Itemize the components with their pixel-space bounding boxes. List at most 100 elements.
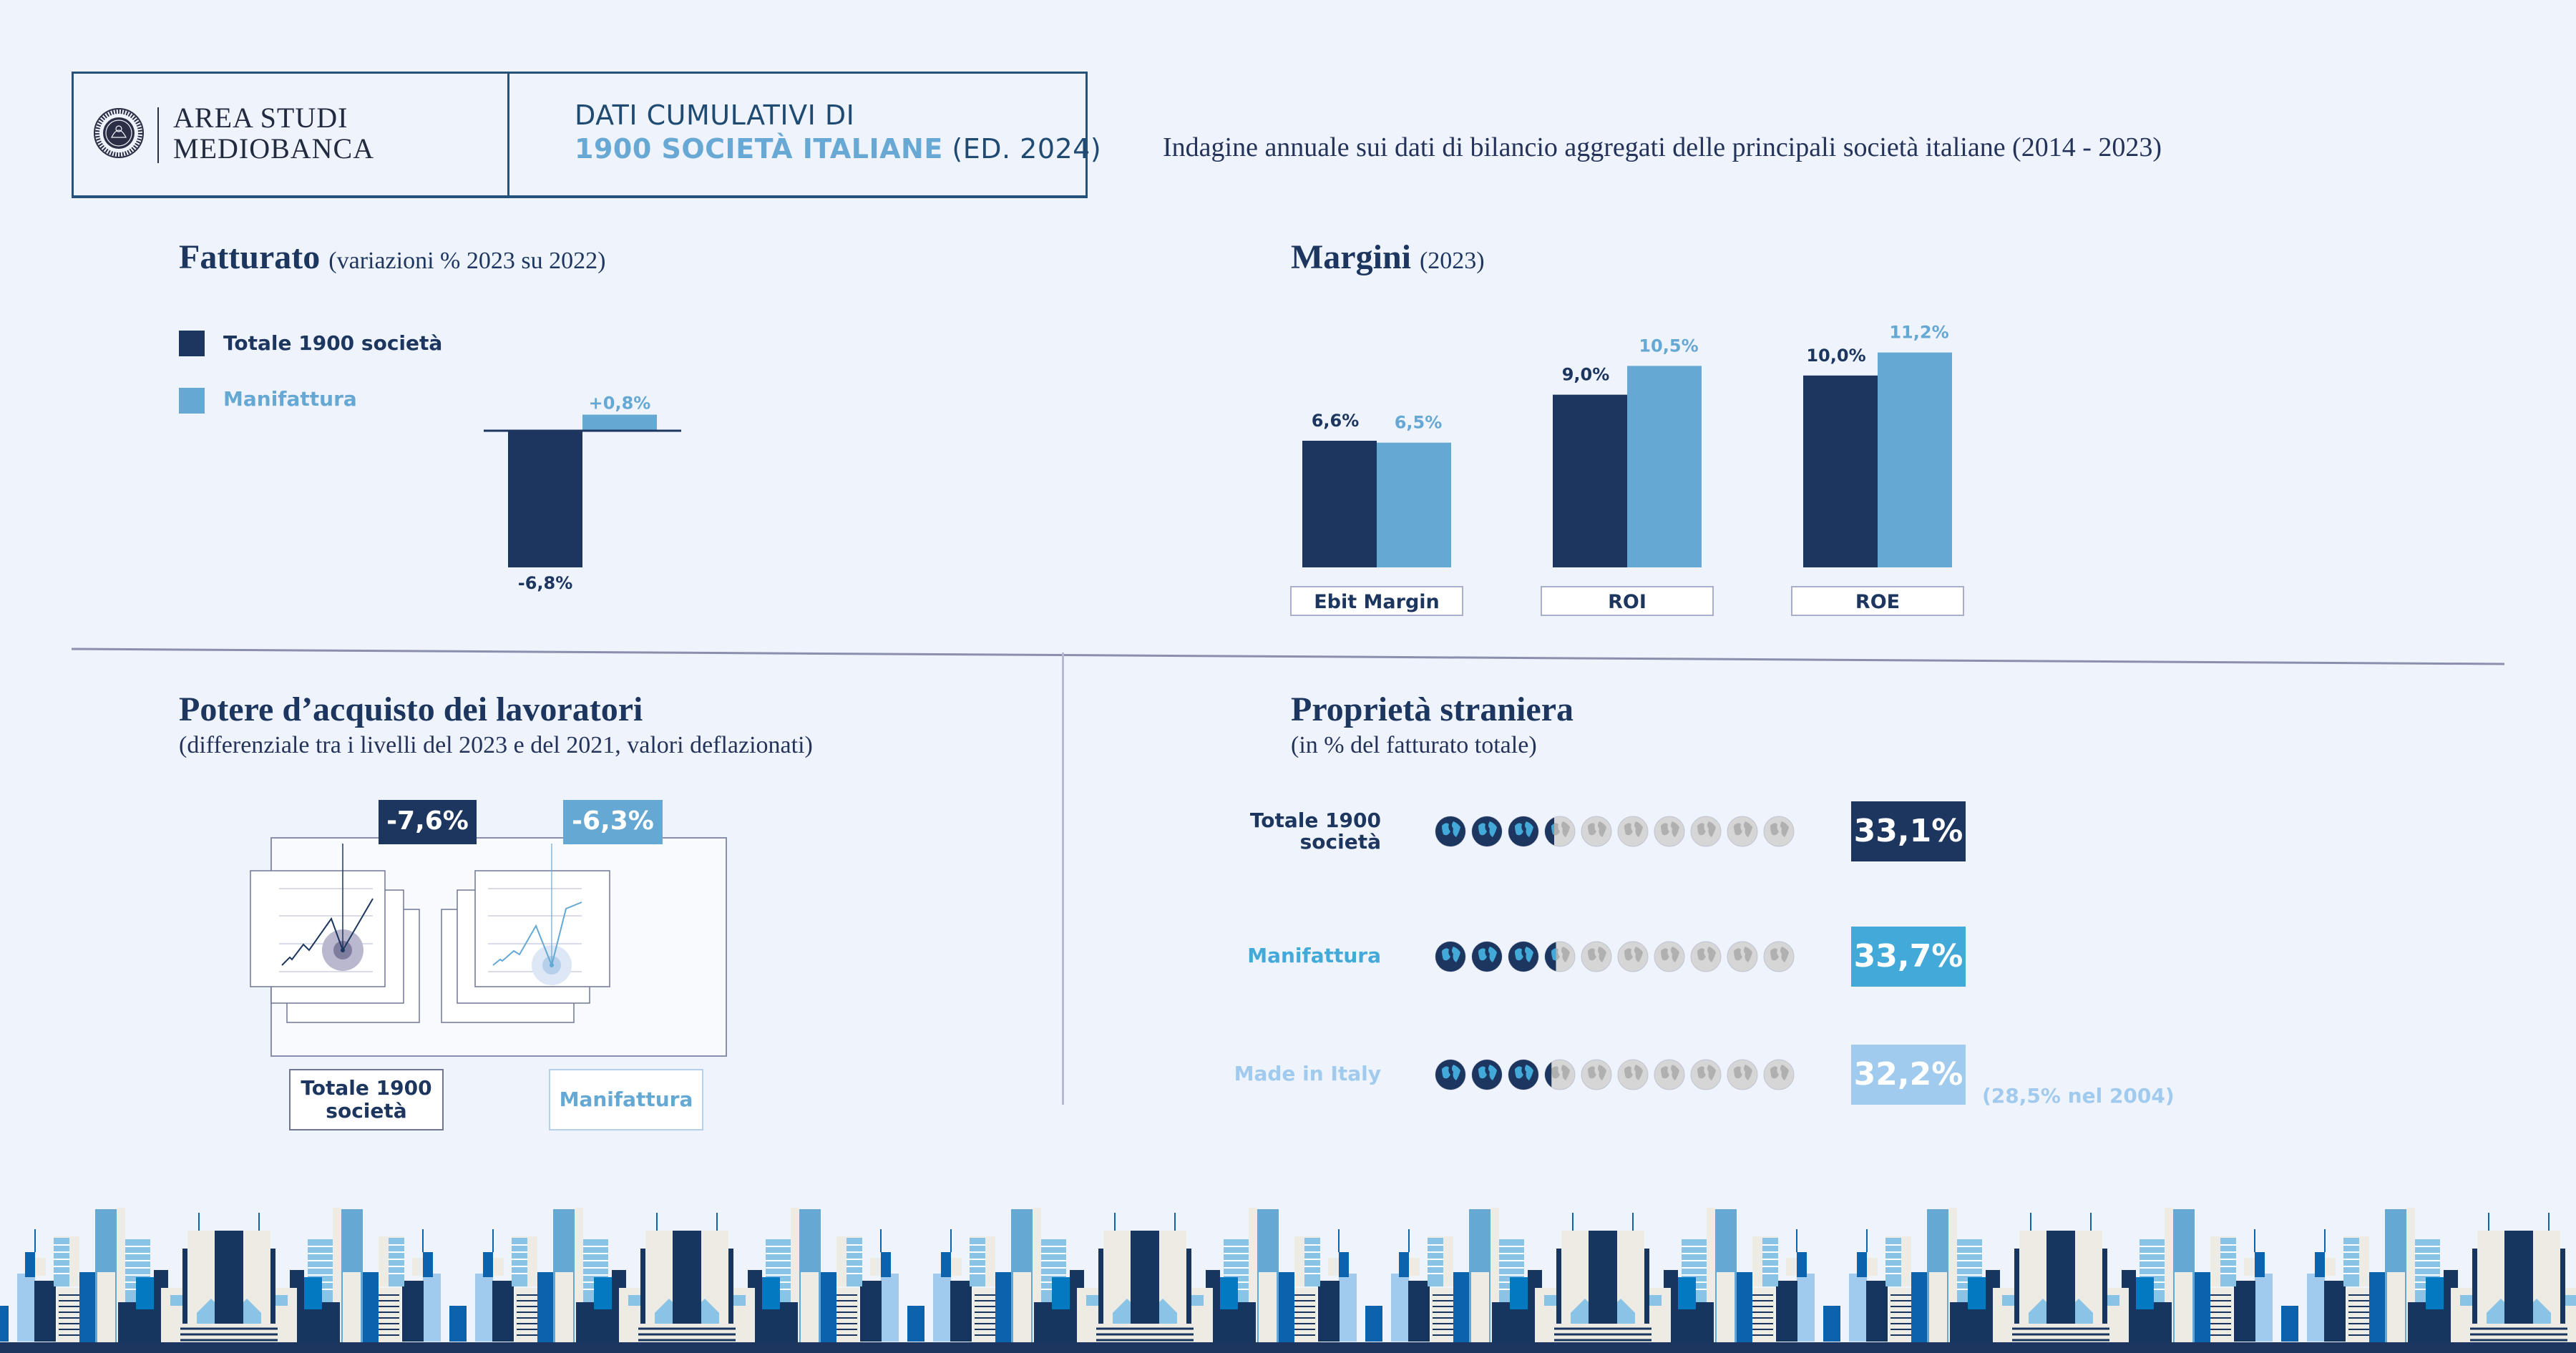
globe-icon xyxy=(1435,941,1466,972)
fatturato-title: Fatturato (variazioni % 2023 su 2022) xyxy=(179,238,605,281)
margini-title-text: Margini xyxy=(1291,238,1411,276)
margini-value-label: 10,0% xyxy=(1806,346,1865,366)
globe-icon xyxy=(1508,1059,1539,1090)
globe-icon xyxy=(1581,941,1612,972)
legend-label-totale: Totale 1900 società xyxy=(223,331,443,355)
margini-category-label: ROE xyxy=(1855,591,1900,613)
margini-chart: 6,6% 6,5% Ebit Margin 9,0% 10,5% ROI 10,0% 11,2… xyxy=(1290,323,1964,616)
margini-subtitle: (2023) xyxy=(1419,248,1485,274)
section-divider-horizontal xyxy=(71,648,2505,665)
margini-bar-roi-totale xyxy=(1553,394,1627,567)
globe-icon xyxy=(1690,816,1722,847)
header-title-line-2: 1900 SOCIETÀ ITALIANE (ED. 2024) xyxy=(575,133,1101,165)
header-box xyxy=(72,72,1088,198)
mediobanca-seal-icon xyxy=(94,108,144,158)
margini-category-box xyxy=(1290,586,1463,616)
fatturato-bar-totale xyxy=(508,431,582,567)
proprieta-row-label-line-2: società xyxy=(1299,830,1381,854)
proprieta-subtitle: (in % del fatturato totale) xyxy=(1291,732,1537,758)
globe-icon xyxy=(1654,816,1685,847)
potere-badge-totale: -7,6% xyxy=(379,800,477,844)
proprieta-value-box: 33,1% xyxy=(1851,801,1966,861)
logo-divider xyxy=(157,107,159,163)
legend-swatch-manifattura xyxy=(179,388,205,414)
margini-value-label: 11,2% xyxy=(1889,323,1948,343)
globe-icon xyxy=(1471,941,1503,972)
globe-icon xyxy=(1690,941,1722,972)
margini-bar-ebit-margin-manifattura xyxy=(1377,442,1451,567)
potere-title: Potere d’acquisto dei lavoratori xyxy=(179,690,643,728)
globe-icon xyxy=(1508,941,1539,972)
proprieta-value-box: 32,2% xyxy=(1851,1045,1966,1105)
globe-icon xyxy=(1471,1059,1503,1090)
globe-icon xyxy=(1763,1059,1795,1090)
potere-subtitle: (differenziale tra i livelli del 2023 e … xyxy=(179,732,813,758)
globe-icon xyxy=(1471,816,1503,847)
margini-bar-roi-manifattura xyxy=(1627,366,1702,567)
margini-category-box xyxy=(1791,586,1964,616)
report-subtitle: Indagine annuale sui dati di bilancio ag… xyxy=(1163,132,2162,162)
globe-icon xyxy=(1544,1059,1576,1090)
globe-rating xyxy=(1435,941,1795,972)
proprieta-row-label: Totale 1900 società xyxy=(1224,810,1381,853)
globe-icon xyxy=(1581,1059,1612,1090)
potere-illustration xyxy=(250,837,727,1057)
header-separator xyxy=(507,72,509,196)
globe-icon xyxy=(1544,941,1576,972)
margini-category-label: ROI xyxy=(1608,591,1646,613)
globe-icon xyxy=(1654,1059,1685,1090)
globe-icon xyxy=(1763,941,1795,972)
fatturato-title-text: Fatturato xyxy=(179,238,321,276)
fatturato-chart: -6,8% +0,8% xyxy=(484,394,681,593)
globe-icon xyxy=(1617,816,1649,847)
margini-category-box xyxy=(1541,586,1714,616)
legend-label-manifattura: Manifattura xyxy=(223,387,357,411)
potere-label-totale-line-2: società xyxy=(326,1099,407,1123)
globe-rating xyxy=(1435,816,1795,847)
section-divider-vertical xyxy=(1062,653,1064,1105)
header-title-highlight: 1900 SOCIETÀ ITALIANE xyxy=(575,133,943,165)
margini-value-label: 9,0% xyxy=(1562,365,1610,385)
legend-swatch-totale xyxy=(179,331,205,356)
globe-rating xyxy=(1435,1059,1795,1090)
globe-icon xyxy=(1654,941,1685,972)
fatturato-bar-manifattura xyxy=(582,414,657,431)
proprieta-row-label-line-1: Totale 1900 xyxy=(1249,809,1381,832)
globe-icon xyxy=(1617,1059,1649,1090)
city-skyline-illustration xyxy=(0,1188,2576,1353)
header-title-suffix: (ED. 2024) xyxy=(942,133,1102,165)
proprieta-row-label: Manifattura xyxy=(1224,945,1381,967)
margini-bar-ebit-margin-totale xyxy=(1302,441,1377,567)
globe-icon xyxy=(1727,941,1758,972)
globe-icon xyxy=(1508,816,1539,847)
proprieta-row-label-line-1: Made in Italy xyxy=(1234,1062,1381,1085)
header-title-line-1: DATI CUMULATIVI DI xyxy=(575,99,855,131)
margini-title: Margini (2023) xyxy=(1291,238,1485,281)
potere-label-totale-line-1: Totale 1900 xyxy=(301,1076,432,1100)
margini-value-label: 6,5% xyxy=(1395,413,1443,433)
logo-text-line-1: AREA STUDI xyxy=(173,102,348,134)
logo-text-line-2: MEDIOBANCA xyxy=(173,132,375,165)
proprieta-note-2004: (28,5% nel 2004) xyxy=(1982,1084,2175,1108)
potere-label-totale: Totale 1900 società xyxy=(289,1069,444,1130)
chart-card-front xyxy=(250,870,386,987)
margini-bar-roe-manifattura xyxy=(1878,352,1952,567)
globe-icon xyxy=(1690,1059,1722,1090)
margini-value-label: 10,5% xyxy=(1639,336,1698,356)
proprieta-value-box: 33,7% xyxy=(1851,927,1966,987)
potere-badge-manifattura: -6,3% xyxy=(563,800,663,844)
fatturato-value-label: -6,8% xyxy=(518,573,573,593)
globe-icon xyxy=(1763,816,1795,847)
fatturato-value-label: +0,8% xyxy=(589,394,651,414)
potere-label-manifattura: Manifattura xyxy=(549,1069,703,1130)
globe-icon xyxy=(1435,1059,1466,1090)
proprieta-row-label: Made in Italy xyxy=(1224,1063,1381,1085)
globe-icon xyxy=(1581,816,1612,847)
margini-bar-roe-totale xyxy=(1803,375,1878,567)
globe-icon xyxy=(1435,816,1466,847)
globe-icon xyxy=(1727,1059,1758,1090)
proprieta-row-label-line-1: Manifattura xyxy=(1247,944,1381,967)
margini-value-label: 6,6% xyxy=(1312,411,1360,431)
globe-icon xyxy=(1617,941,1649,972)
proprieta-title: Proprietà straniera xyxy=(1291,690,1574,728)
